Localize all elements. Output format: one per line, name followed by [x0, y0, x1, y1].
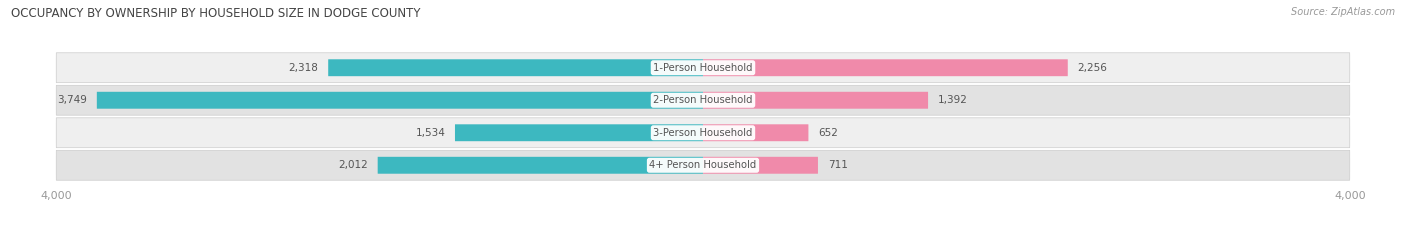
FancyBboxPatch shape: [97, 92, 703, 109]
Text: 4+ Person Household: 4+ Person Household: [650, 160, 756, 170]
Text: 1,534: 1,534: [415, 128, 446, 138]
Text: OCCUPANCY BY OWNERSHIP BY HOUSEHOLD SIZE IN DODGE COUNTY: OCCUPANCY BY OWNERSHIP BY HOUSEHOLD SIZE…: [11, 7, 420, 20]
FancyBboxPatch shape: [56, 53, 1350, 83]
Text: 1-Person Household: 1-Person Household: [654, 63, 752, 73]
FancyBboxPatch shape: [703, 92, 928, 109]
Text: Source: ZipAtlas.com: Source: ZipAtlas.com: [1291, 7, 1395, 17]
FancyBboxPatch shape: [56, 118, 1350, 148]
Text: 2-Person Household: 2-Person Household: [654, 95, 752, 105]
Text: 2,012: 2,012: [339, 160, 368, 170]
FancyBboxPatch shape: [56, 85, 1350, 115]
Text: 652: 652: [818, 128, 838, 138]
FancyBboxPatch shape: [56, 150, 1350, 180]
Text: 3,749: 3,749: [58, 95, 87, 105]
Text: 2,318: 2,318: [288, 63, 319, 73]
FancyBboxPatch shape: [703, 157, 818, 174]
Text: 711: 711: [828, 160, 848, 170]
FancyBboxPatch shape: [456, 124, 703, 141]
FancyBboxPatch shape: [703, 59, 1067, 76]
Text: 3-Person Household: 3-Person Household: [654, 128, 752, 138]
Text: 2,256: 2,256: [1077, 63, 1108, 73]
FancyBboxPatch shape: [328, 59, 703, 76]
FancyBboxPatch shape: [378, 157, 703, 174]
FancyBboxPatch shape: [703, 124, 808, 141]
Text: 1,392: 1,392: [938, 95, 967, 105]
